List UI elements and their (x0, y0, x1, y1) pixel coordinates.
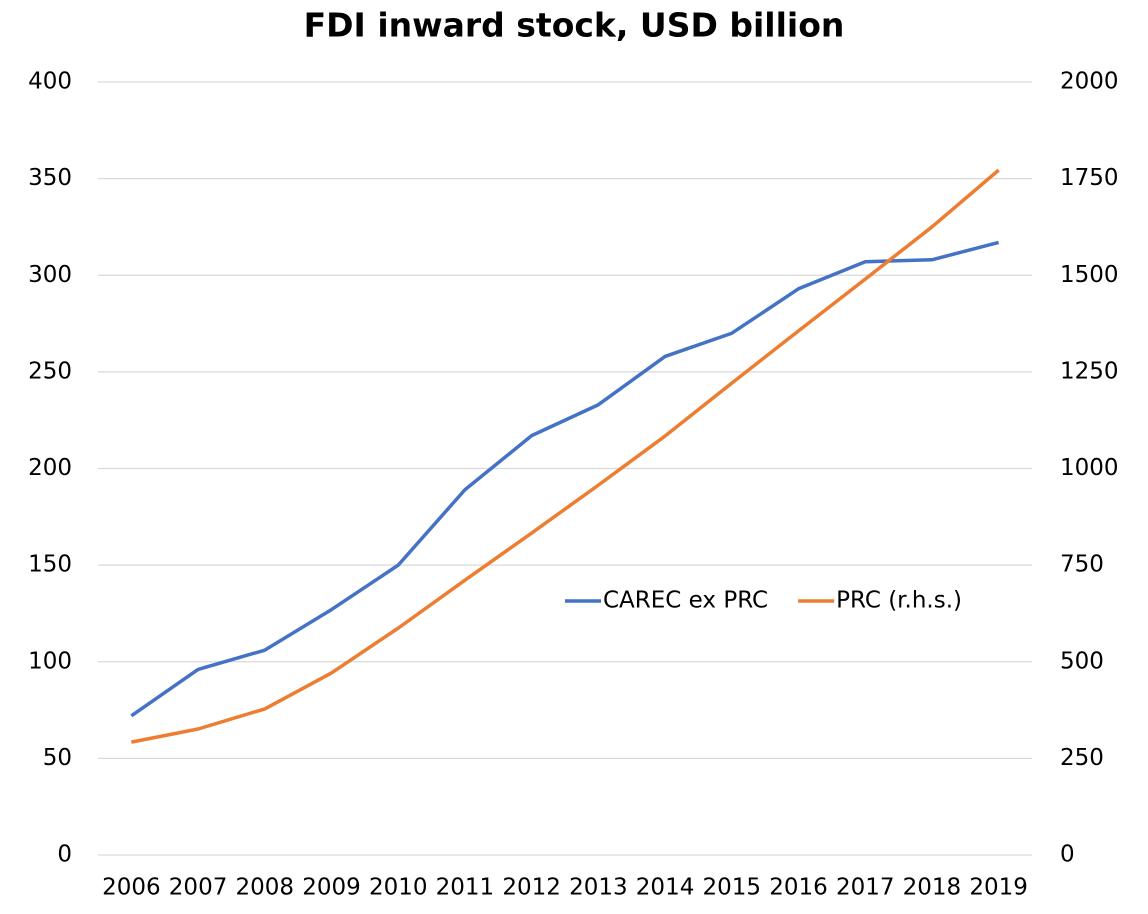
y-tick-label: 50 (43, 745, 72, 771)
x-tick-label: 2006 (102, 875, 161, 901)
y-tick-label: 350 (28, 165, 72, 191)
y-tick-label: 0 (57, 842, 72, 868)
legend-label: PRC (r.h.s.) (836, 588, 962, 614)
x-tick-label: 2019 (969, 875, 1028, 901)
x-tick-label: 2015 (703, 875, 762, 901)
x-tick-label: 2011 (436, 875, 495, 901)
x-tick-label: 2017 (836, 875, 895, 901)
line-series (131, 168, 1000, 744)
y-tick-label: 100 (28, 648, 72, 674)
y-tick-label: 400 (28, 69, 72, 95)
legend-label: CAREC ex PRC (603, 588, 768, 614)
x-tick-label: 2010 (369, 875, 428, 901)
y2-tick-label: 250 (1060, 745, 1104, 771)
y-tick-label: 150 (28, 552, 72, 578)
x-tick-label: 2018 (903, 875, 962, 901)
y2-tick-label: 1250 (1060, 358, 1119, 384)
x-tick-label: 2013 (569, 875, 628, 901)
y-tick-label: 200 (28, 455, 72, 481)
line-series (130, 240, 1000, 718)
y2-tick-label: 500 (1060, 648, 1104, 674)
x-tick-label: 2012 (502, 875, 561, 901)
y-tick-label: 250 (28, 358, 72, 384)
x-tick-label: 2014 (636, 875, 695, 901)
y2-tick-label: 0 (1060, 842, 1075, 868)
x-tick-label: 2008 (236, 875, 295, 901)
y2-tick-label: 1750 (1060, 165, 1119, 191)
x-tick-label: 2016 (769, 875, 828, 901)
chart-title: FDI inward stock, USD billion (304, 6, 845, 45)
y-tick-label: 300 (28, 262, 72, 288)
y2-tick-label: 1000 (1060, 455, 1119, 481)
y2-tick-label: 750 (1060, 552, 1104, 578)
x-tick-label: 2009 (302, 875, 361, 901)
y2-tick-label: 2000 (1060, 69, 1119, 95)
x-tick-label: 2007 (169, 875, 228, 901)
y2-tick-label: 1500 (1060, 262, 1119, 288)
